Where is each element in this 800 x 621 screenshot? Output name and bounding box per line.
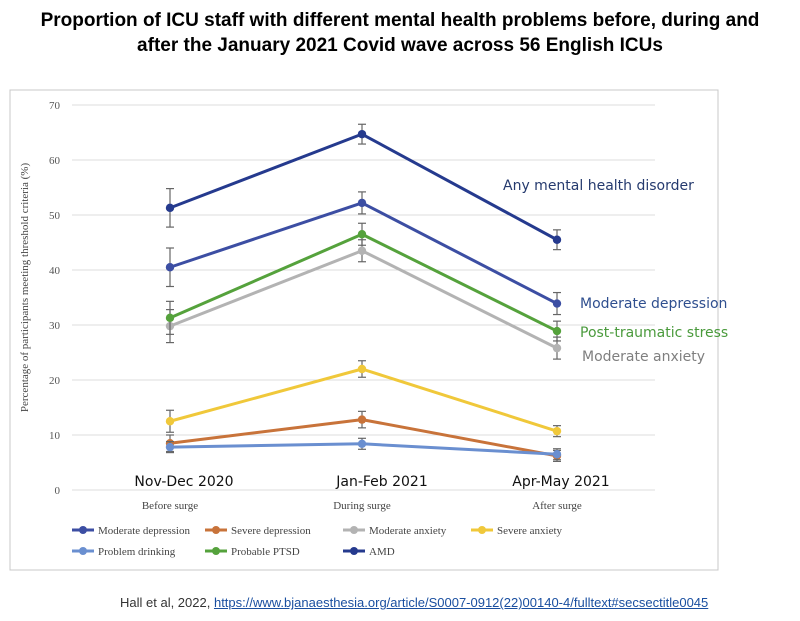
data-point [552, 343, 562, 353]
y-tick-label: 50 [49, 210, 61, 222]
legend-label: Moderate anxiety [369, 525, 447, 537]
data-point [357, 198, 367, 208]
legend-label: Probable PTSD [231, 546, 300, 558]
x-tick-label: During surge [333, 500, 391, 512]
legend-label: Problem drinking [98, 546, 176, 558]
legend-label: Severe anxiety [497, 525, 563, 537]
legend-swatch-marker [478, 526, 486, 534]
citation-text: Hall et al, 2022, [120, 595, 211, 610]
data-point [552, 299, 562, 308]
period-label: Nov-Dec 2020 [134, 474, 233, 490]
data-point [357, 129, 367, 139]
chart-title-line-2: after the January 2021 Covid wave across… [137, 35, 663, 56]
data-point [165, 313, 175, 323]
data-point [165, 263, 175, 272]
data-point [552, 426, 562, 436]
legend-swatch-marker [350, 526, 358, 534]
y-axis-label: Percentage of participants meeting thres… [19, 163, 31, 413]
series-annotation: Any mental health disorder [503, 178, 694, 194]
chart-title: Proportion of ICU staff with different m… [0, 8, 800, 58]
legend-swatch-marker [212, 526, 220, 534]
series-annotation: Moderate depression [580, 296, 727, 312]
chart-title-line-1: Proportion of ICU staff with different m… [40, 10, 760, 31]
y-tick-label: 30 [49, 320, 61, 332]
legend-label: Moderate depression [98, 525, 190, 537]
x-tick-label: Before surge [142, 500, 198, 512]
y-tick-label: 60 [49, 155, 61, 167]
y-tick-label: 20 [49, 375, 61, 387]
series-annotation: Post-traumatic stress [580, 325, 728, 341]
period-label: Apr-May 2021 [512, 474, 609, 490]
data-point [357, 364, 367, 374]
y-tick-label: 40 [49, 265, 61, 277]
period-label: Jan-Feb 2021 [335, 474, 428, 490]
series-annotation: Moderate anxiety [582, 349, 705, 365]
legend-label: AMD [369, 546, 395, 558]
y-tick-label: 10 [49, 430, 61, 442]
data-point [165, 442, 175, 452]
line-chart: 0 10 20 30 40 50 60 70 Percentage of participant… [9, 89, 728, 571]
legend-swatch-marker [79, 547, 87, 555]
legend-label: Severe depression [231, 525, 311, 537]
citation: Hall et al, 2022, https://www.bjanaesthe… [120, 595, 708, 610]
legend-swatch-marker [79, 526, 87, 534]
x-tick-label: After surge [532, 500, 582, 512]
legend-swatch-marker [212, 547, 220, 555]
legend-swatch-marker [350, 547, 358, 555]
y-tick-label: 70 [49, 100, 61, 112]
data-point [357, 415, 367, 424]
citation-link[interactable]: https://www.bjanaesthesia.org/article/S0… [213, 595, 709, 610]
data-point [165, 417, 175, 426]
y-tick-label: 0 [55, 485, 61, 497]
data-point [552, 235, 562, 244]
data-point [357, 439, 367, 448]
data-point [165, 203, 175, 213]
data-point [357, 246, 367, 255]
data-point [357, 230, 367, 239]
data-point [552, 326, 562, 336]
data-point [552, 450, 562, 459]
